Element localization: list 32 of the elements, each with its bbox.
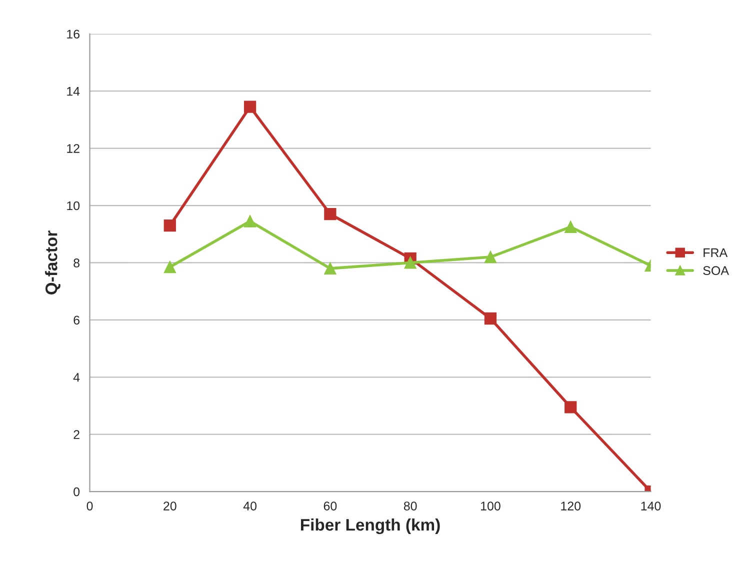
y-tick-label: 2	[74, 430, 80, 439]
point	[564, 401, 577, 414]
point	[324, 208, 336, 220]
x-tick-label: 20	[164, 502, 176, 510]
point	[324, 262, 336, 275]
legend-label: FRA	[704, 248, 728, 258]
y-tick-label: 16	[67, 30, 80, 39]
x-tick-label: 100	[481, 502, 500, 510]
point	[484, 250, 497, 264]
point	[404, 256, 416, 269]
y-tick-label: 0	[74, 487, 80, 496]
x-tick-label: 140	[641, 502, 661, 510]
y-tick-label: 14	[67, 87, 80, 96]
x-tick-label: 0	[86, 502, 93, 510]
x-tick-label: 40	[243, 502, 257, 510]
point	[244, 215, 256, 228]
point	[484, 312, 497, 325]
y-axis-title: Q-factor	[45, 230, 60, 294]
point	[164, 219, 176, 232]
y-tick-label: 8	[74, 258, 80, 268]
x-tick-label: 80	[404, 502, 417, 510]
y-tick-label: 12	[67, 144, 80, 153]
legend-label: SOA	[703, 266, 729, 276]
point	[244, 100, 256, 113]
y-tick-label: 6	[74, 316, 80, 325]
point	[164, 260, 176, 274]
x-tick-label: 120	[561, 502, 581, 510]
x-axis-title: Fiber Length (km)	[301, 518, 440, 534]
x-tick-label: 60	[324, 502, 337, 510]
y-tick-label: 10	[67, 201, 80, 210]
y-tick-label: 4	[73, 373, 80, 382]
point	[564, 220, 577, 234]
